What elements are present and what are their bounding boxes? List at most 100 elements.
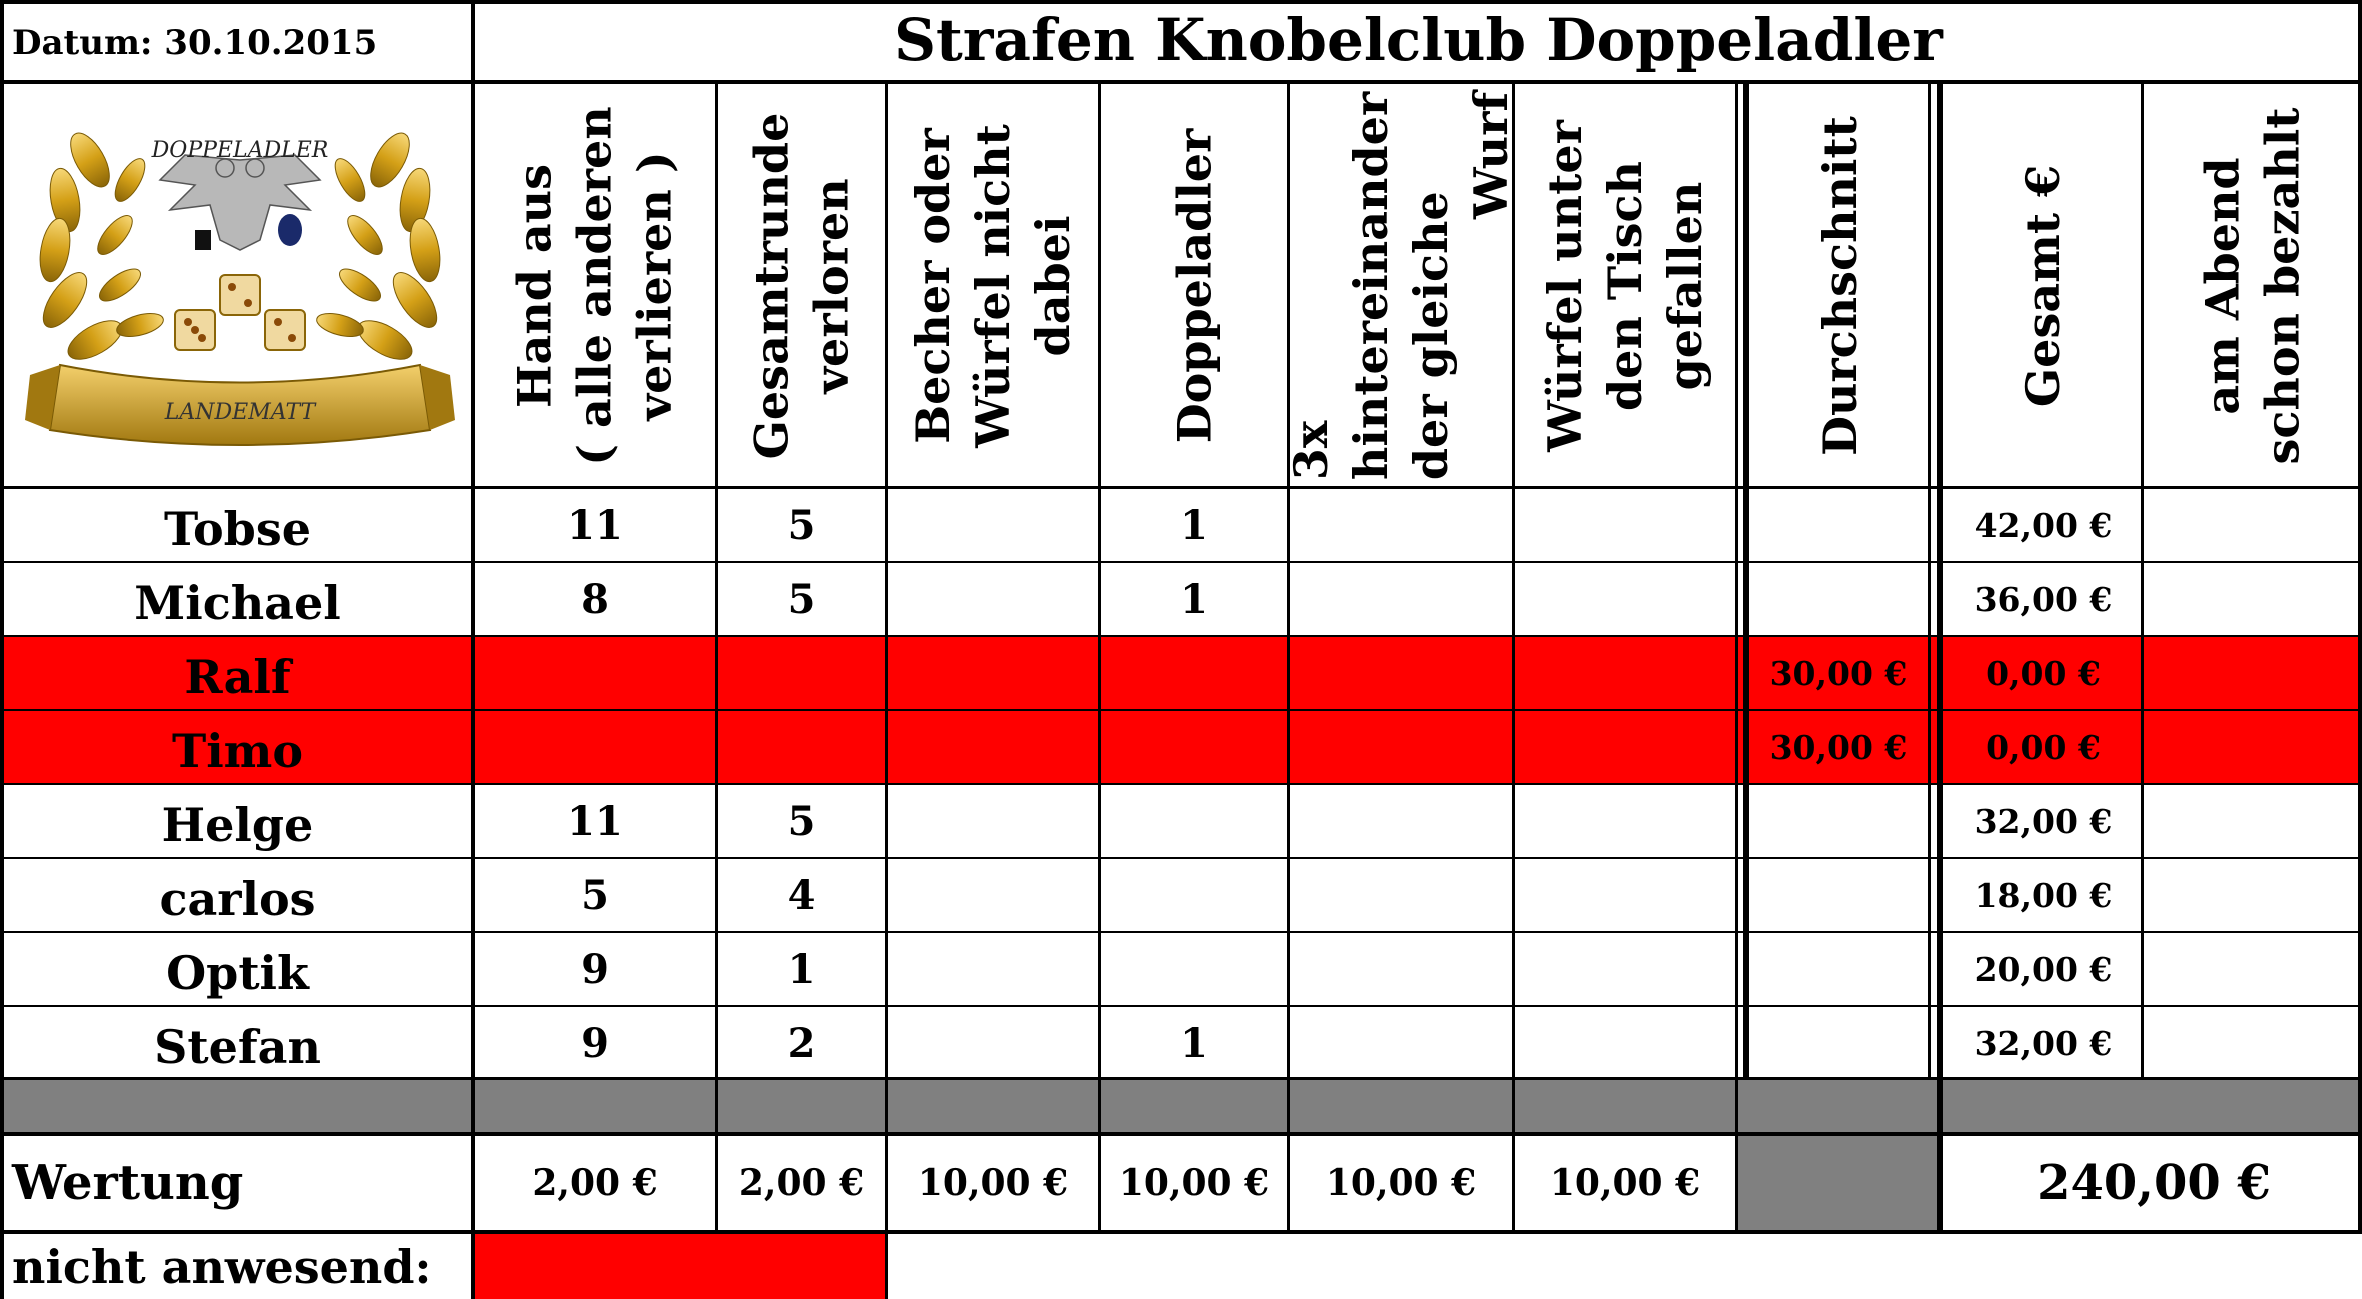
wertung-doppeladler: 10,00 €: [1118, 1162, 1270, 1204]
cell-gesamt: 0,00 €: [1986, 727, 2101, 767]
cell-bezahlt: [2144, 489, 2358, 561]
cell-gesamtrunde: 5: [787, 575, 816, 623]
player-name: Ralf: [184, 650, 291, 704]
cell-3x: [1290, 637, 1512, 709]
cell-becher: [888, 933, 1098, 1005]
cell-bezahlt: [2144, 563, 2358, 635]
cell-hand-aus: 5: [581, 871, 609, 919]
cell-doppeladler: [1101, 785, 1287, 857]
cell-becher: [888, 637, 1098, 709]
cell-3x: [1290, 563, 1512, 635]
absent-row-bg: [0, 637, 2362, 785]
cell-becher: [888, 1007, 1098, 1079]
cell-3x: [1290, 711, 1512, 783]
cell-bezahlt: [2144, 933, 2358, 1005]
page-title: Strafen Knobelclub Doppeladler: [894, 6, 1943, 74]
wertung-wuerfel-unter-tisch: 10,00 €: [1549, 1162, 1701, 1204]
column-header-becher: Becher oder Würfel nicht dabei: [906, 124, 1081, 448]
cell-doppeladler: 1: [1180, 501, 1208, 549]
column-header-doppeladler: Doppeladler: [1167, 128, 1221, 444]
cell-gesamtrunde: 5: [787, 501, 816, 549]
wertung-total: 240,00 €: [2037, 1155, 2271, 1211]
cell-wuerfel-unter-tisch: [1515, 489, 1735, 561]
cell-bezahlt: [2144, 785, 2358, 857]
cell-hand-aus: 9: [581, 1019, 609, 1067]
absent-label: nicht anwesend:: [12, 1239, 432, 1294]
cell-wuerfel-unter-tisch: [1515, 1007, 1735, 1079]
cell-durchschnitt: 30,00 €: [1769, 653, 1908, 693]
player-name: Stefan: [154, 1020, 321, 1074]
cell-bezahlt: [2144, 859, 2358, 931]
cell-gesamt: 20,00 €: [1974, 949, 2113, 989]
cell-hand-aus: [475, 637, 715, 709]
cell-gesamtrunde: 2: [787, 1019, 816, 1067]
cell-becher: [888, 489, 1098, 561]
logo-banner-text: LANDEMATT: [164, 400, 316, 425]
cell-doppeladler: 1: [1180, 575, 1208, 623]
column-header-gesamtrunde: Gesamtrunde verloren: [744, 112, 859, 460]
cell-durchschnitt: [1749, 859, 1928, 931]
cell-gesamt: 0,00 €: [1986, 653, 2101, 693]
player-name: Timo: [171, 724, 304, 778]
separator-bar: [0, 1080, 2362, 1132]
wertung-hand-aus: 2,00 €: [532, 1162, 658, 1204]
cell-durchschnitt: [1749, 785, 1928, 857]
cell-wuerfel-unter-tisch: [1515, 933, 1735, 1005]
date-label: Datum: 30.10.2015: [12, 23, 378, 63]
cell-hand-aus: 11: [567, 501, 623, 549]
player-name: carlos: [159, 872, 316, 926]
player-name: Helge: [161, 798, 314, 852]
column-header-3x: 3x hintereinander der gleiche Wurf: [1290, 91, 1512, 481]
cell-gesamtrunde: 1: [787, 945, 816, 993]
cell-durchschnitt: [1749, 563, 1928, 635]
cell-gesamt: 32,00 €: [1974, 801, 2113, 841]
wertung-label: Wertung: [12, 1155, 244, 1211]
cell-becher: [888, 785, 1098, 857]
cell-3x: [1290, 489, 1512, 561]
cell-3x: [1290, 859, 1512, 931]
cell-durchschnitt: [1749, 1007, 1928, 1079]
cell-gesamtrunde: [718, 711, 885, 783]
cell-durchschnitt: 30,00 €: [1769, 727, 1908, 767]
cell-hand-aus: 8: [581, 575, 609, 623]
cell-doppeladler: [1101, 933, 1287, 1005]
logo-wreath-icon: [25, 132, 455, 446]
cell-doppeladler: [1101, 711, 1287, 783]
cell-becher: [888, 563, 1098, 635]
cell-hand-aus: 9: [581, 945, 609, 993]
cell-bezahlt: [2144, 711, 2358, 783]
cell-becher: [888, 859, 1098, 931]
column-header-gesamt: Gesamt €: [2016, 164, 2071, 408]
column-header-hand-aus: Hand aus( alle anderen verlieren ): [508, 106, 683, 466]
wertung-gesamtrunde: 2,00 €: [738, 1162, 865, 1204]
wertung-becher: 10,00 €: [917, 1162, 1069, 1204]
wertung-durchschnitt-blank: [1737, 1136, 1943, 1230]
cell-gesamt: 32,00 €: [1974, 1023, 2113, 1063]
cell-bezahlt: [2144, 1007, 2358, 1079]
cell-wuerfel-unter-tisch: [1515, 637, 1735, 709]
logo-top-text: DOPPELADLER: [151, 138, 329, 163]
club-logo: DOPPELADLER LANDEMATT: [20, 100, 460, 460]
cell-wuerfel-unter-tisch: [1515, 563, 1735, 635]
player-name: Michael: [134, 576, 341, 630]
cell-becher: [888, 711, 1098, 783]
cell-3x: [1290, 933, 1512, 1005]
absent-legend-swatch: [475, 1234, 885, 1299]
cell-hand-aus: 11: [567, 797, 623, 845]
cell-durchschnitt: [1749, 933, 1928, 1005]
player-name: Optik: [166, 946, 309, 1000]
cell-3x: [1290, 1007, 1512, 1079]
cell-gesamtrunde: 5: [787, 797, 816, 845]
cell-3x: [1290, 785, 1512, 857]
column-header-bezahlt: am Abend schon bezahlt: [2196, 107, 2310, 465]
column-header-wuerfel-unter-tisch: Würfel unter den Tisch gefallen: [1538, 120, 1713, 452]
cell-durchschnitt: [1749, 489, 1928, 561]
player-name: Tobse: [164, 502, 311, 556]
cell-bezahlt: [2144, 637, 2358, 709]
cell-wuerfel-unter-tisch: [1515, 859, 1735, 931]
cell-doppeladler: 1: [1180, 1019, 1208, 1067]
wertung-3x: 10,00 €: [1325, 1162, 1477, 1204]
cell-wuerfel-unter-tisch: [1515, 711, 1735, 783]
cell-gesamtrunde: 4: [787, 871, 816, 919]
column-header-durchschnitt: Durchschnitt: [1813, 116, 1868, 456]
